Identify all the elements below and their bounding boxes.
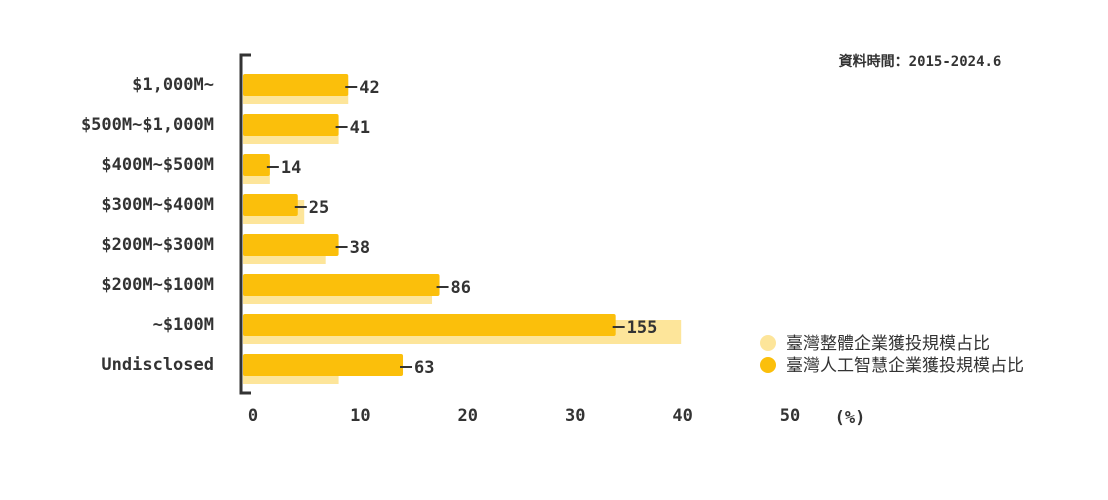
data-label: 42: [359, 78, 379, 98]
bar: [243, 74, 349, 96]
x-tick-label: 20: [458, 406, 478, 426]
data-label: 41: [350, 118, 370, 138]
bar: [243, 314, 616, 336]
bar: [243, 154, 270, 176]
y-tick-label: $500M~$1,000M: [81, 115, 214, 135]
legend-swatch: [760, 335, 776, 351]
x-axis-label: (%): [835, 408, 866, 428]
legend-label: 臺灣人工智慧企業獲投規模占比: [786, 356, 1024, 376]
y-tick-label: ~$100M: [153, 315, 214, 335]
x-tick-label: 50: [780, 406, 800, 426]
y-axis: [239, 53, 251, 395]
bar: [243, 114, 339, 136]
data-label: 25: [309, 198, 329, 218]
bar: [243, 234, 339, 256]
bar: [243, 194, 298, 216]
data-label: 86: [451, 278, 471, 298]
y-tick-label: $400M~$500M: [101, 155, 214, 175]
y-tick-label: $200M~$100M: [101, 275, 214, 295]
bar: [243, 354, 404, 376]
data-label: 155: [627, 318, 658, 338]
y-tick-label: $1,000M~: [132, 75, 214, 95]
x-tick-label: 40: [672, 406, 692, 426]
data-label: 63: [414, 358, 434, 378]
bar: [243, 274, 440, 296]
data-label: 14: [281, 158, 301, 178]
source-note: 資料時間：2015-2024.6: [839, 53, 1002, 70]
y-tick-label: Undisclosed: [101, 355, 214, 375]
x-tick-label: 30: [565, 406, 585, 426]
x-tick-label: 0: [248, 406, 258, 426]
x-tick-label: 10: [350, 406, 370, 426]
y-tick-label: $200M~$300M: [101, 235, 214, 255]
legend-swatch: [760, 357, 776, 373]
legend-label: 臺灣整體企業獲投規模占比: [786, 334, 990, 354]
y-tick-label: $300M~$400M: [101, 195, 214, 215]
data-label: 38: [350, 238, 370, 258]
